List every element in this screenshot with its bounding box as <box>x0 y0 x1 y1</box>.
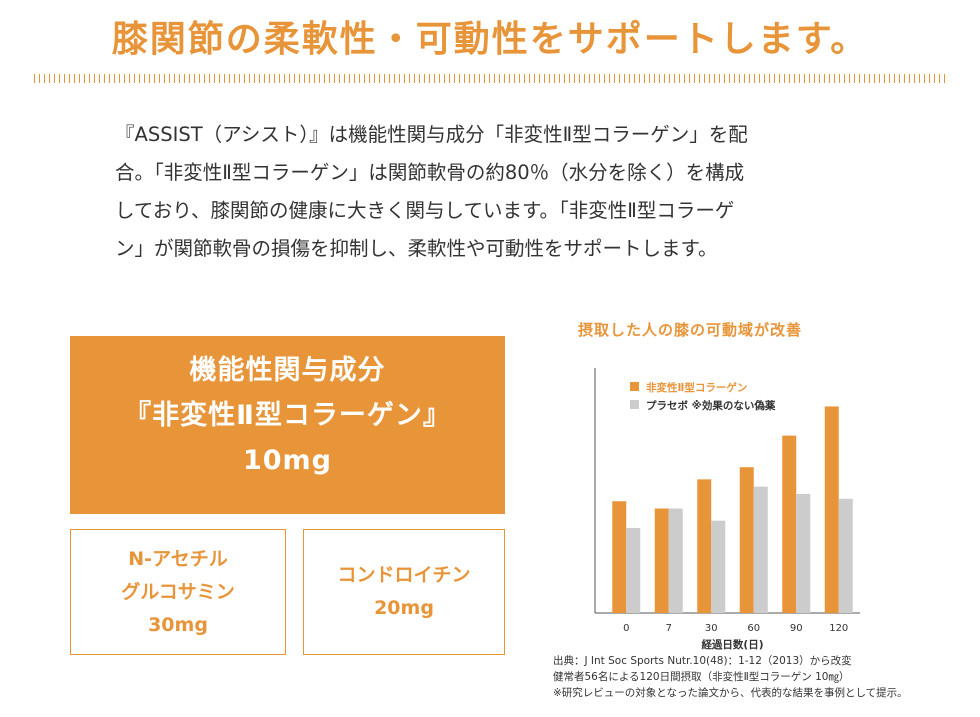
main-ingredient-amount: 10mg <box>242 445 333 476</box>
legend-label: プラセボ ※効果のない偽薬 <box>646 399 776 412</box>
glucosamine-name-2: グルコサミン <box>121 580 235 603</box>
chondroitin-box: コンドロイチン 20mg <box>303 529 505 655</box>
chart-title: 摂取した人の膝の可動域が改善 <box>578 321 802 339</box>
bar <box>739 467 754 613</box>
dotted-divider <box>34 74 946 83</box>
bar <box>796 493 811 613</box>
bar <box>753 486 768 613</box>
intro-line: 『ASSIST（アシスト）』は機能性関与成分「非変性Ⅱ型コラーゲン」を配 <box>115 123 748 146</box>
source-notes: 出典：J Int Soc Sports Nutr.10(48)：1-12（201… <box>553 653 908 701</box>
bar <box>838 498 853 613</box>
note-line: 出典：J Int Soc Sports Nutr.10(48)：1-12（201… <box>553 655 852 667</box>
intro-line: しており、膝関節の健康に大きく関与しています。「非変性Ⅱ型コラーゲ <box>115 199 735 222</box>
note-line: ※研究レビューの対象となった論文から、代表的な結果を事例として提示。 <box>553 687 908 699</box>
bar <box>612 501 627 613</box>
x-tick-label: 30 <box>705 623 718 634</box>
range-of-motion-chart: 摂取した人の膝の可動域が改善非変性Ⅱ型コラーゲンプラセボ ※効果のない偽薬 0 7 3… <box>540 310 970 710</box>
bar <box>782 435 797 613</box>
legend-swatch <box>630 400 639 409</box>
main-ingredient-label: 機能性関与成分 <box>189 355 386 386</box>
intro-line: ン」が関節軟骨の損傷を抑制し、柔軟性や可動性をサポートします。 <box>115 237 718 260</box>
note-line: 健常者56名による120日間摂取（非変性Ⅱ型コラーゲン 10㎎） <box>553 671 850 683</box>
chondroitin-amount: 20mg <box>374 597 434 619</box>
glucosamine-box: N-アセチル グルコサミン 30mg <box>70 529 286 655</box>
intro-paragraph: 『ASSIST（アシスト）』は機能性関与成分「非変性Ⅱ型コラーゲン」を配 合。「… <box>115 116 875 268</box>
bar <box>697 479 712 613</box>
bar <box>711 520 726 613</box>
legend-label: 非変性Ⅱ型コラーゲン <box>646 381 747 394</box>
bar <box>824 406 839 613</box>
headline: 膝関節の柔軟性・可動性をサポートします。 <box>111 19 869 60</box>
x-tick-label: 90 <box>790 623 803 634</box>
glucosamine-amount: 30mg <box>148 613 208 636</box>
bar <box>626 527 641 613</box>
legend-swatch <box>630 382 639 391</box>
x-tick-label: 0 <box>623 623 629 634</box>
x-tick-label: 60 <box>747 623 760 634</box>
x-axis-label: 経過日数(日) <box>701 638 763 650</box>
main-ingredient-name: 『非変性Ⅱ型コラーゲン』 <box>124 400 451 431</box>
x-tick-label: 7 <box>666 623 672 634</box>
bar <box>668 508 683 613</box>
glucosamine-name-1: N-アセチル <box>128 547 228 570</box>
bar <box>654 508 669 613</box>
chondroitin-name: コンドロイチン <box>337 564 471 586</box>
intro-line: 合。「非変性Ⅱ型コラーゲン」は関節軟骨の約80％（水分を除く）を構成 <box>115 161 745 184</box>
main-ingredient-box: 機能性関与成分 『非変性Ⅱ型コラーゲン』 10mg <box>70 336 505 514</box>
x-tick-label: 120 <box>829 623 848 634</box>
